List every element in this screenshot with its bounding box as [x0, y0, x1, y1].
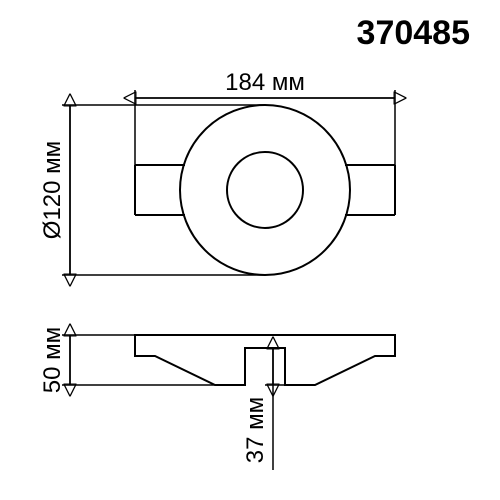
dim-side-height: 50 мм — [39, 327, 215, 393]
dim-top-width: 184 мм — [135, 69, 395, 165]
drawing-svg: 184 мм Ø120 мм 50 мм 37 мм — [0, 0, 500, 500]
top-view-inner-circle — [227, 152, 303, 228]
top-view-outer-circle — [180, 105, 350, 275]
top-view-right-tab — [345, 165, 395, 215]
dim-left-diameter: Ø120 мм — [39, 105, 265, 275]
dim-left-diameter-label: Ø120 мм — [39, 141, 66, 239]
top-view-left-tab — [135, 165, 185, 215]
dim-inner-height: 37 мм — [242, 348, 315, 470]
dim-inner-height-label: 37 мм — [242, 397, 269, 463]
side-profile — [135, 335, 395, 385]
dim-side-height-label: 50 мм — [39, 327, 66, 393]
dim-top-width-label: 184 мм — [225, 69, 305, 96]
diagram-stage: 370485 184 мм — [0, 0, 500, 500]
